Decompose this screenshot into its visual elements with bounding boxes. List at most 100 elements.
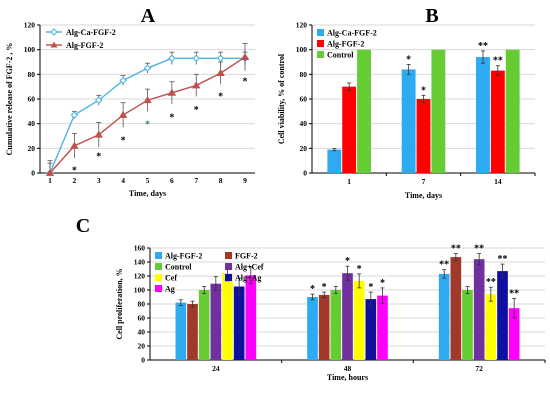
panel-b-ytick-label: 20 [300, 144, 308, 153]
panel-a-point [70, 111, 79, 119]
panel-c-ytick-label: 80 [138, 300, 146, 309]
panel-c-bar [187, 304, 198, 360]
panel-a-annotation: * [218, 91, 223, 102]
panel-c-legend-swatch [155, 285, 162, 292]
panel-c-bar [318, 294, 330, 360]
panel-c-bar [245, 275, 257, 360]
panel-c-legend-label: Alg-FGF-2 [165, 252, 202, 261]
panel-c-significance: * [357, 264, 362, 275]
panel-c-ytick-label: 20 [138, 342, 146, 351]
panel-c-bar [473, 259, 485, 360]
panel-b-legend-label: Control [327, 51, 354, 60]
panel-a-xtick-label: 6 [170, 176, 174, 185]
panel-a-xtick-label: 4 [121, 176, 125, 185]
panel-a-point [143, 64, 152, 72]
panel-b-significance: * [421, 85, 426, 96]
panel-a-ytick-label: 60 [28, 95, 36, 104]
panel-a-xtick-label: 5 [146, 176, 150, 185]
panel-c-legend-label: Alg+Ag [235, 274, 261, 283]
panel-a: A 0 20 40 60 80 100 120 Cumulative release of FG… [5, 5, 255, 198]
panel-c-significance: ** [486, 277, 496, 288]
panel-a-ytick-label: 0 [31, 169, 35, 178]
panel-c-legend-swatch [225, 274, 232, 281]
panel-b-bar [327, 149, 342, 173]
panel-a-annotation: * [96, 152, 101, 163]
panel-a-annotation: * [121, 136, 126, 147]
panel-b-letter: B [425, 5, 438, 27]
panel-b-legend-label: Alg-FGF-2 [327, 40, 364, 49]
panel-c-significance: ** [497, 254, 507, 265]
panel-b-ytick-label: 120 [296, 21, 308, 30]
panel-b-significance: ** [478, 41, 488, 52]
panel-c-bar [198, 290, 210, 360]
panel-c-letter: C [76, 215, 90, 237]
panel-a-ytick-label: 40 [28, 119, 36, 128]
panel-c-legend-swatch [155, 274, 162, 281]
panel-c-bar [485, 294, 497, 360]
panel-a-point [94, 130, 103, 138]
panel-a-xtick-label: 1 [48, 176, 52, 185]
panel-c-xlabel: Time, hours [327, 373, 368, 382]
panel-c-significance: ** [509, 288, 519, 299]
panel-c-ytick-label: 160 [134, 244, 146, 253]
panel-c-significance: * [368, 282, 373, 293]
panel-c-ytick-label: 40 [138, 328, 146, 337]
panel-a-point [240, 52, 250, 60]
panel-c-legend-label: Cef [165, 274, 177, 283]
panel-b-ytick-label: 0 [303, 169, 307, 178]
panel-c-bar [450, 257, 462, 360]
panel-a-point [143, 95, 152, 104]
panel-c-legend-swatch [155, 252, 162, 259]
panel-b-bar [476, 57, 490, 173]
panel-a-point [168, 54, 176, 63]
panel-b-xtick-label: 1 [347, 177, 351, 186]
panel-c-bar [210, 283, 222, 360]
panel-b-legend-label: Alg-Ca-FGF-2 [327, 29, 377, 38]
panel-a-ytick-label: 100 [24, 45, 36, 54]
panel-c-significance: ** [439, 260, 449, 271]
panel-c-significance: ** [474, 244, 484, 255]
panel-a-point [94, 96, 103, 105]
panel-a-legend-label: Alg-FGF-2 [66, 41, 103, 50]
panel-a-legend-marker [50, 41, 58, 48]
panel-c-bar [438, 273, 450, 360]
panel-b-legend-swatch [317, 40, 324, 47]
panel-c-legend-label: Ag [165, 285, 175, 294]
panel-c: C 0 20 40 60 80 100 120 140 160 Cell proliferation… [76, 215, 546, 382]
panel-b-significance: * [406, 54, 411, 65]
panel-b-ytick-label: 80 [300, 70, 308, 79]
panel-b-ylabel: Cell viability, % of control [277, 53, 286, 144]
panel-a-legend-marker [50, 28, 58, 36]
panel-a-point [216, 54, 225, 63]
panel-a-point [119, 76, 127, 85]
panel-a-point [216, 68, 225, 76]
panel-c-legend-swatch [225, 252, 232, 259]
panel-a-annotation: * [194, 105, 199, 116]
panel-b-bar [505, 49, 520, 173]
panel-c-bar [342, 273, 353, 360]
panel-a-xtick-label: 3 [97, 176, 101, 185]
panel-a-ytick-label: 120 [24, 21, 36, 30]
panel-b-xtick-label: 7 [422, 177, 426, 186]
panel-a-point [118, 110, 128, 118]
panel-c-legend-label: Alg+Cef [235, 263, 264, 272]
panel-c-ytick-label: 100 [134, 286, 146, 295]
panel-a-legend-label: Alg-Ca-FGF-2 [66, 28, 116, 37]
panel-c-significance: * [380, 278, 385, 289]
panel-a-point [167, 88, 177, 96]
panel-b-xtick-label: 14 [494, 177, 502, 186]
panel-a-xtick-label: 9 [243, 176, 247, 185]
panel-b-xlabel: Time, days [405, 191, 442, 200]
panel-b-ytick-label: 40 [300, 119, 308, 128]
panel-c-bar [462, 290, 473, 360]
panel-c-bar [353, 280, 365, 360]
panel-c-bar [377, 295, 388, 360]
panel-b: B 0 20 40 60 80 100 120 Cell viability, % of con… [277, 5, 536, 200]
panel-b-significance: ** [493, 56, 503, 67]
panel-a-point [192, 81, 201, 89]
panel-a-point [192, 54, 201, 63]
panel-c-ytick-label: 0 [141, 356, 145, 365]
panel-b-ytick-label: 60 [300, 95, 308, 104]
panel-a-annotation: * [169, 112, 174, 123]
